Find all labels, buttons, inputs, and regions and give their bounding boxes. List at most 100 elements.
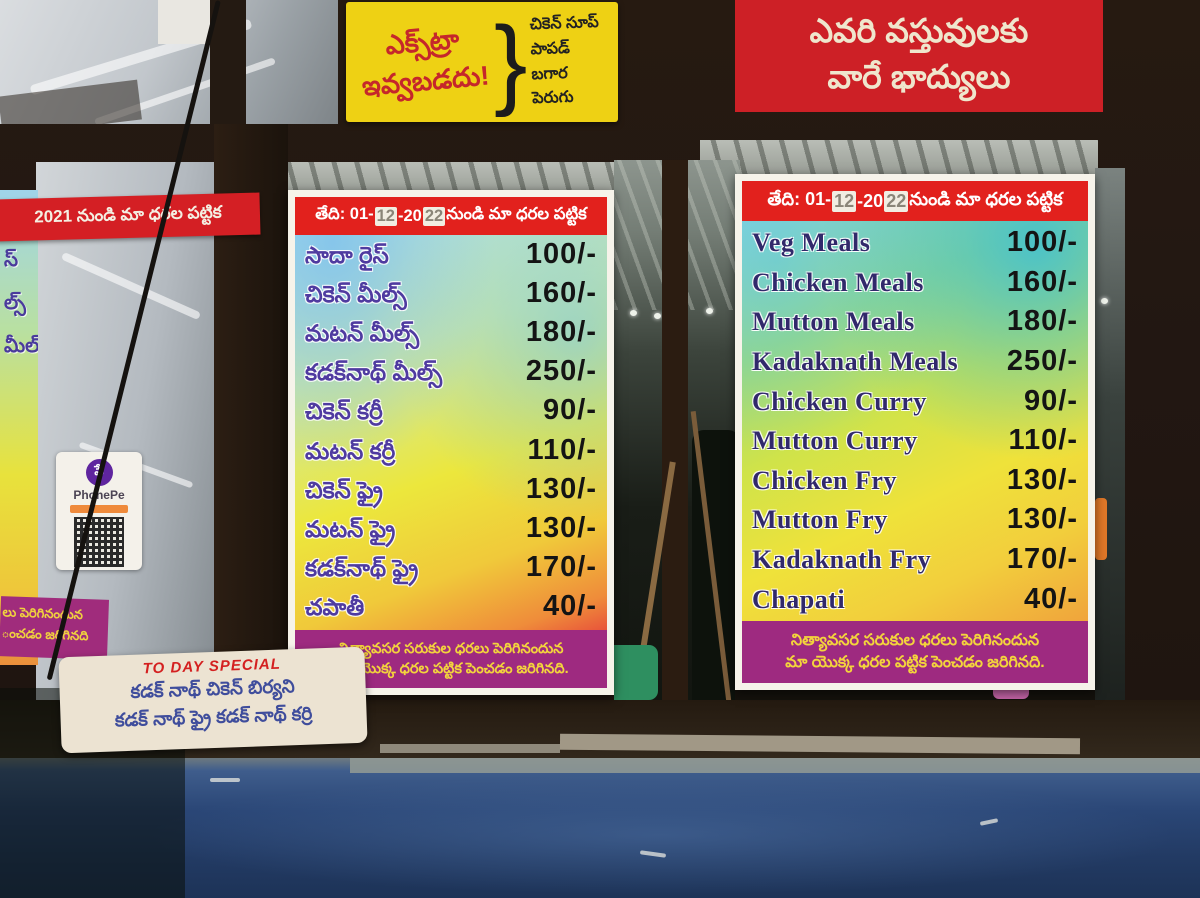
responsibility-line1: ఎవరి వస్తువులకు [809,12,1029,49]
menu-item-name: Kadaknath Meals [752,347,959,377]
today-special-board: TO DAY SPECIAL కడక్ నాథ్ చికెన్ బిర్యని … [58,646,368,754]
responsibility-line2: వారే భాద్యులు [827,58,1011,96]
old-price-poster-partial: స స్ ల్స్ మీల్ [0,190,38,665]
menu-item-row: మటన్ మీల్స్ 180/- [305,316,597,353]
menu-footer-line1: నిత్యావసర సరుకుల ధరలు పెరిగినందున [790,631,1040,649]
menu-item-row: సాదా రైస్ 100/- [305,238,597,275]
menu-item-price: 160/- [525,277,597,310]
menu-item-name: చపాతీ [305,593,365,620]
date-year-box: 22 [884,190,909,212]
ceiling-light [1101,298,1108,304]
menu-item-name: Mutton Curry [752,426,918,456]
menu-item-price: 250/- [525,355,597,388]
menu-item-row: Chicken Meals 160/- [752,266,1078,299]
menu-item-price: 130/- [525,472,597,505]
brace-glyph: } [494,5,528,118]
menu-items-telugu: సాదా రైస్ 100/- చికెన్ మీల్స్ 160/- మటన్ మ… [295,235,607,630]
menu-item-price: 160/- [1006,265,1078,298]
menu-item-row: మటన్ ఫ్రై 130/- [305,512,597,549]
menu-item-row: చికెన్ కర్రీ 90/- [305,394,597,431]
menu-item-name: కడక్‌నాథ్ మీల్స్ [305,359,443,386]
menu-item-name: చికెన్ కర్రీ [305,398,383,425]
date-suffix: నుండి మా ధరల పట్టిక [909,188,1063,209]
menu-item-price: 170/- [1006,543,1078,576]
paint-scrap [380,744,560,753]
menu-item-row: Kadaknath Meals 250/- [752,345,1078,378]
menu-item-price: 100/- [1006,226,1078,259]
menu-item-row: Mutton Fry 130/- [752,503,1078,536]
menu-item-price: 100/- [525,238,597,271]
poster-text-fragment: స్ [4,249,19,271]
menu-item-row: Chicken Fry 130/- [752,464,1078,497]
middle-glass-pane [614,160,740,760]
menu-item-name: Chicken Meals [752,267,924,297]
menu-footer-line2: మా యొక్క ధరల పట్టిక పెంచడం జరిగినది. [785,654,1045,671]
menu-items-english: Veg Meals 100/- Chicken Meals 160/- Mutton… [742,221,1088,621]
date-day-box: 12 [832,190,857,212]
menu-item-row: చపాతీ 40/- [305,590,597,627]
menu-item-price: 250/- [1006,345,1078,378]
date-year-box: 22 [422,206,446,226]
menu-item-name: Kadaknath Fry [752,545,932,575]
menu-item-price: 90/- [1024,384,1078,417]
menu-item-row: కడక్‌నాథ్ ఫ్రై 170/- [305,551,597,588]
no-extra-item: పాపడ్ [530,40,571,59]
menu-item-price: 110/- [1008,424,1078,457]
menu-item-name: చికెన్ మీల్స్ [305,281,407,308]
blue-wall [0,758,1200,898]
ceiling-light [654,313,661,319]
menu-item-price: 130/- [525,511,597,544]
no-extra-items: చికెన్ సూప్ పాపడ్ బగార పెరుగు [530,11,603,113]
menu-item-name: Chicken Curry [752,386,927,416]
menu-item-row: Kadaknath Fry 170/- [752,543,1078,576]
orange-glow [1095,498,1107,560]
wall-ledge [350,758,1200,773]
menu-item-price: 130/- [1006,503,1078,536]
menu-item-row: కడక్‌నాథ్ మీల్స్ 250/- [305,355,597,392]
no-extra-item: పెరుగు [532,89,575,108]
window-mullion [662,160,688,760]
menu-item-name: కడక్‌నాథ్ ఫ్రై [305,554,419,581]
menu-item-row: Chapati 40/- [752,583,1078,616]
menu-footer-line2: మా యొక్క ధరల పట్టిక పెంచడం జరిగినది. [333,661,569,677]
ceiling-light [630,310,637,316]
menu-item-price: 90/- [543,394,597,427]
menu-item-name: Mutton Fry [752,505,888,535]
no-extra-item: చికెన్ సూప్ [529,14,600,34]
menu-item-price: 110/- [527,433,597,466]
glass-reflection-streak [60,251,202,321]
menu-header-telugu: తేది: 01- 12 -20 22 నుండి మా ధరల పట్టిక [295,197,607,235]
menu-item-row: చికెన్ ఫ్రై 130/- [305,473,597,510]
menu-item-name: Chapati [752,584,846,614]
menu-item-name: సాదా రైస్ [305,242,389,269]
glass-shadow [0,79,142,124]
phonepe-orange-bar [70,505,128,513]
menu-item-price: 40/- [543,589,597,622]
menu-item-row: మటన్ కర్రీ 110/- [305,434,597,471]
menu-item-name: మటన్ ఫ్రై [305,515,396,542]
phonepe-brand-text: PhonePe [73,488,125,502]
menu-item-name: మటన్ మీల్స్ [305,320,420,347]
date-mid: -20 [397,206,422,225]
menu-item-row: Veg Meals 100/- [752,226,1078,259]
date-mid: -20 [857,190,884,211]
white-frame-piece [158,0,210,44]
top-left-glass-pane [0,0,338,124]
menu-item-price: 40/- [1024,582,1078,615]
right-glass-sliver [1095,168,1125,743]
old-price-poster-header: 2021 నుండి మా ధరల పట్టిక [0,192,261,242]
wall-scratch [210,778,240,782]
menu-item-name: మటన్ కర్రీ [305,437,396,464]
no-extra-title: ఎక్స్‌ట్రా ఇవ్వబడదు! [355,17,493,106]
menu-item-name: Chicken Fry [752,465,897,495]
date-suffix: నుండి మా ధరల పట్టిక [446,205,587,223]
menu-item-name: చికెన్ ఫ్రై [305,476,383,503]
menu-footer-line1: నిత్యావసర సరుకుల ధరలు పెరిగినందున [338,640,564,657]
menu-poster-english: తేది: 01- 12 -20 22 నుండి మా ధరల పట్టిక Veg… [735,174,1095,690]
date-prefix: తేది: 01- [315,205,374,223]
menu-item-price: 130/- [1006,463,1078,496]
menu-item-row: Chicken Curry 90/- [752,385,1078,418]
no-extra-item: బగార [531,64,569,84]
responsibility-sign: ఎవరి వస్తువులకు వారే భాద్యులు [735,0,1103,112]
